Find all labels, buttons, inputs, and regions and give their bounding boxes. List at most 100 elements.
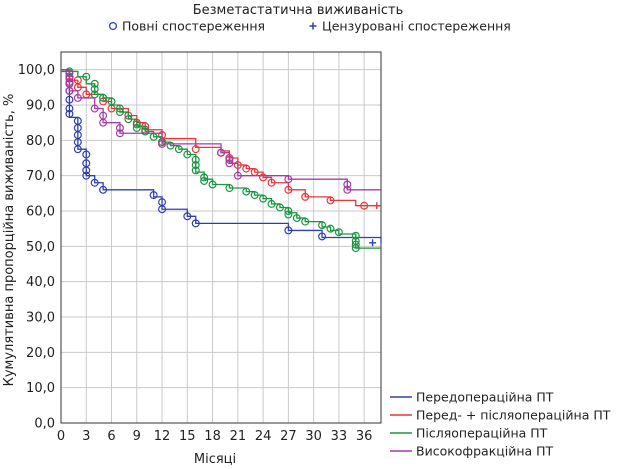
complete-observation-marker [242,164,251,173]
complete-observation-marker [259,173,268,182]
complete-observation-marker [82,166,91,175]
complete-observation-marker [107,97,116,106]
complete-observation-marker [284,185,293,194]
y-tick-label: 50,0 [26,240,55,255]
complete-observation-marker [166,141,175,150]
complete-observation-marker [82,171,91,180]
complete-observation-marker [65,95,74,104]
complete-observation-marker [73,145,82,154]
x-tick-label: 33 [331,429,348,444]
y-tick-label: 100,0 [18,63,55,78]
x-tick-label: 18 [204,429,221,444]
complete-observation-marker [158,205,167,214]
series-line [61,69,382,243]
series-legend: Передопераційна ПТ Перед- + післяоперацій… [390,390,611,459]
y-tick-label: 0,0 [34,417,55,432]
complete-observation-marker [115,123,124,132]
complete-observation-marker [259,194,268,203]
y-tick-label: 20,0 [26,346,55,361]
complete-observation-marker [301,217,310,226]
complete-marker-label: Повні спостереження [122,19,265,34]
complete-observation-marker [275,203,284,212]
complete-observation-marker [351,240,360,249]
complete-observation-marker [242,187,251,196]
series-line [61,69,381,207]
y-tick-label: 30,0 [26,311,55,326]
complete-observation-marker [115,108,124,117]
complete-observation-marker [82,72,91,81]
complete-observation-marker [326,196,335,205]
complete-observation-marker [301,192,310,201]
complete-observation-marker [225,155,234,164]
complete-observation-marker [318,221,327,230]
complete-observation-marker [200,173,209,182]
complete-observation-marker [90,85,99,94]
complete-observation-marker [90,79,99,88]
x-tick-label: 21 [230,429,247,444]
complete-observation-marker [334,228,343,237]
chart-title: Безметастатична виживаність [193,3,404,18]
complete-observation-marker [284,207,293,216]
complete-observation-marker [225,184,234,193]
complete-observation-marker [82,150,91,159]
legend-label: Перед- + післяопераційна ПТ [416,408,611,423]
complete-observation-marker [200,176,209,185]
y-axis-title: Кумулятивна пропорційна виживаність, % [2,94,17,387]
complete-observation-marker [65,69,74,78]
complete-observation-marker [343,185,352,194]
complete-marker-icon [108,21,118,31]
series-layer [61,67,382,253]
marker-legend: Повні спостереження Цензуровані спостере… [108,19,511,34]
censored-marker-label: Цензуровані спостереження [322,19,511,34]
x-tick-label: 15 [179,429,196,444]
complete-observation-marker [191,166,200,175]
complete-observation-marker [191,145,200,154]
complete-observation-marker [115,129,124,138]
x-axis-title: Місяці [194,452,236,467]
complete-observation-marker [208,180,217,189]
complete-observation-marker [141,127,150,136]
x-tick-label: 24 [255,429,272,444]
complete-observation-marker [149,191,158,200]
complete-observation-marker [174,145,183,154]
complete-observation-marker [99,93,108,102]
complete-observation-marker [183,150,192,159]
complete-observation-marker [158,139,167,148]
x-tick-label: 3 [82,429,90,444]
complete-observation-marker [250,191,259,200]
complete-observation-marker [318,232,327,241]
x-tick-label: 27 [280,429,297,444]
complete-observation-marker [217,148,226,157]
complete-observation-marker [132,123,141,132]
complete-observation-marker [65,74,74,83]
legend-label: Передопераційна ПТ [416,390,554,405]
complete-observation-marker [233,171,242,180]
legend-label: Післяопераційна ПТ [416,426,548,441]
complete-observation-marker [65,86,74,95]
complete-observation-marker [351,244,360,253]
complete-observation-marker [360,201,369,210]
complete-observation-marker [267,199,276,208]
complete-observation-marker [284,210,293,219]
complete-observation-marker [191,161,200,170]
censored-marker-icon [309,22,317,30]
y-tick-label: 10,0 [26,381,55,396]
x-tick-labels: 0 3 6 9 12 15 18 21 24 27 30 33 36 [57,429,373,444]
complete-observation-marker [65,109,74,118]
complete-observation-marker [65,104,74,113]
x-tick-label: 0 [57,429,65,444]
series-line [61,70,381,249]
x-tick-label: 30 [305,429,322,444]
complete-observation-marker [292,214,301,223]
complete-observation-marker [343,180,352,189]
y-tick-label: 70,0 [26,169,55,184]
x-tick-label: 36 [356,429,373,444]
y-tick-label: 60,0 [26,205,55,220]
complete-observation-marker [90,178,99,187]
complete-observation-marker [99,118,108,127]
censored-observation-marker [373,202,381,210]
complete-observation-marker [183,212,192,221]
complete-observation-marker [99,185,108,194]
complete-observation-marker [284,175,293,184]
